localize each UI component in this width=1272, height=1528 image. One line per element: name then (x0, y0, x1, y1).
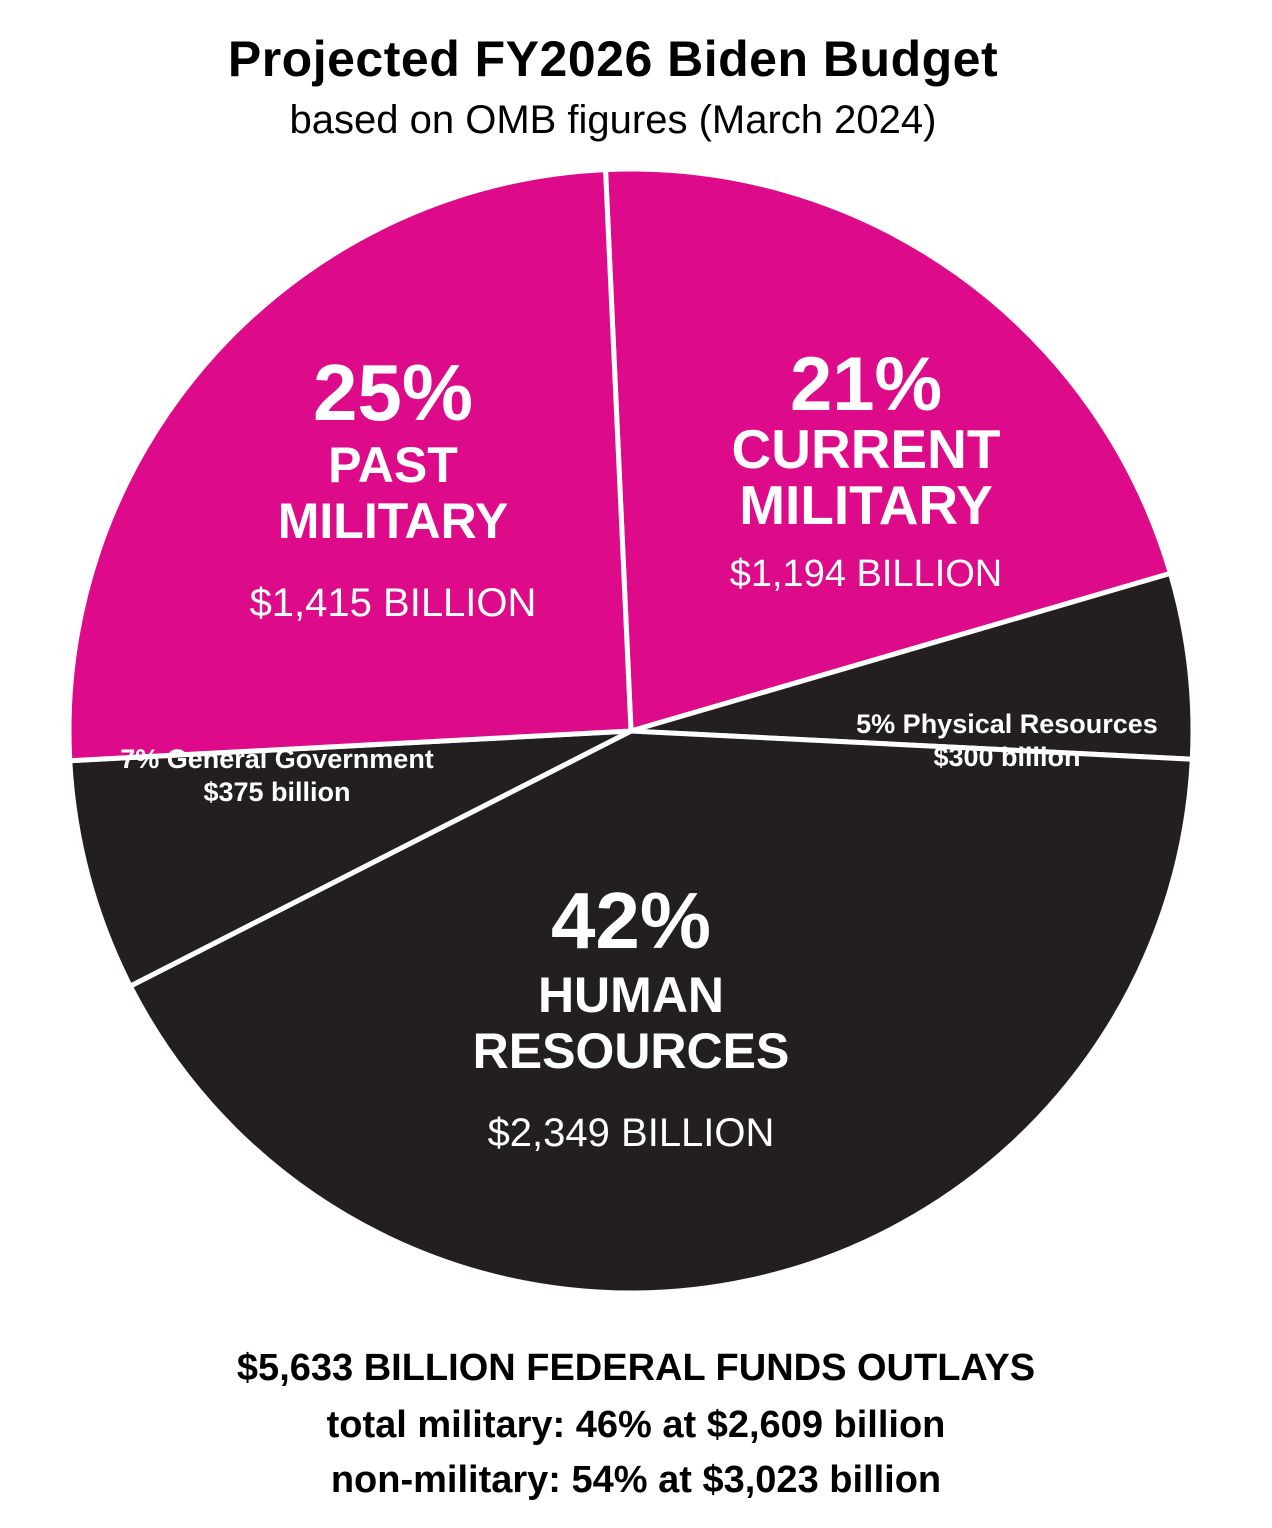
slice-label-general-government-amount: $375 billion (203, 777, 350, 807)
slice-label-current-military-name: MILITARY (739, 474, 993, 536)
slice-label-current-military-amount: $1,194 BILLION (730, 553, 1003, 595)
pie-slices (66, 166, 1196, 1296)
slice-label-physical-resources-amount: $300 billion (933, 742, 1080, 772)
slice-label-human-resources-name: HUMAN (538, 967, 724, 1023)
footer-non-military: non-military: 54% at $3,023 billion (330, 1459, 942, 1501)
pie-slice-general-government (67, 728, 634, 989)
slice-label-past-military-name: PAST (328, 437, 458, 493)
pie-slice-human-resources (127, 728, 1195, 1296)
slice-label-human-resources-percent: 42% (551, 876, 711, 965)
slice-label-physical-resources-name: 5% Physical Resources (856, 709, 1158, 739)
slice-label-past-military-amount: $1,415 BILLION (250, 581, 537, 625)
pie-slice-physical-resources (628, 570, 1196, 762)
pie-slice-past-military (66, 167, 634, 764)
footer-total-military: total military: 46% at $2,609 billion (326, 1404, 946, 1446)
chart-subtitle: based on OMB figures (March 2024) (289, 98, 937, 142)
footer-total-outlays: $5,633 BILLION FEDERAL FUNDS OUTLAYS (236, 1347, 1036, 1389)
slice-label-past-military-percent: 25% (313, 348, 473, 437)
slice-label-current-military-percent: 21% (790, 342, 942, 427)
pie-slice-current-military (603, 166, 1173, 734)
slice-label-human-resources-name: RESOURCES (473, 1023, 790, 1079)
chart-title: Projected FY2026 Biden Budget (227, 31, 999, 87)
slice-label-past-military-name: MILITARY (278, 493, 509, 549)
slice-label-current-military-name: CURRENT (732, 418, 1001, 480)
slice-label-general-government-name: 7% General Government (120, 744, 434, 774)
slice-label-human-resources-amount: $2,349 BILLION (488, 1111, 775, 1155)
